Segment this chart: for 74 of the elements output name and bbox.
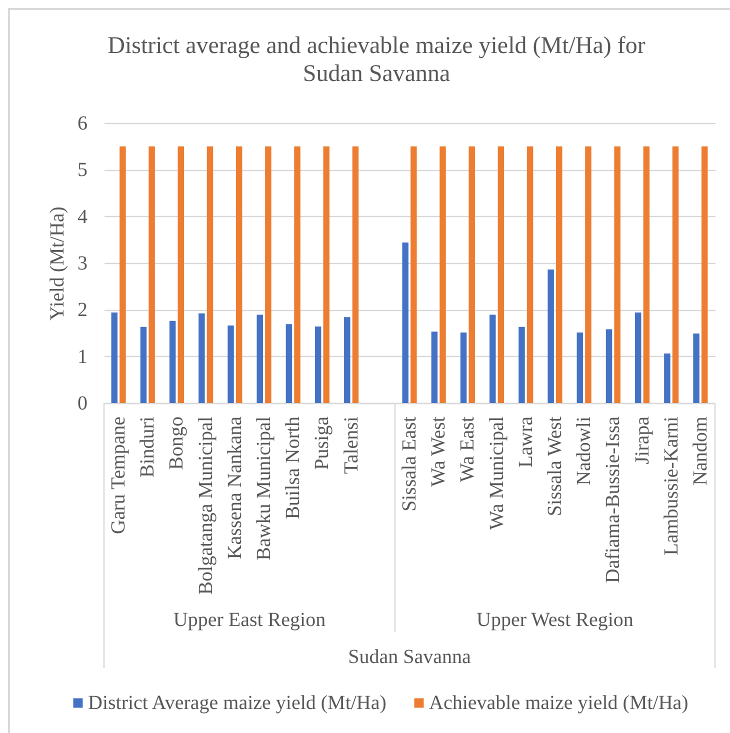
- bar: [498, 146, 504, 403]
- x-tick-label: Nadowli: [573, 416, 596, 486]
- bar: [526, 146, 534, 403]
- bar: [402, 242, 408, 403]
- x-tick-label: Bongo: [166, 416, 188, 470]
- x-tick-label: Lambussie-Karni: [660, 416, 682, 556]
- bar: [518, 326, 525, 403]
- bar: [643, 146, 650, 403]
- bar: [672, 146, 679, 403]
- bar: [206, 146, 214, 403]
- bar: [556, 146, 562, 403]
- bar: [294, 146, 300, 403]
- bar: [228, 326, 234, 403]
- bar: [585, 146, 592, 403]
- bar: [614, 146, 620, 403]
- text: Upper West Region: [476, 609, 634, 631]
- bar: [634, 312, 642, 403]
- y-tick-label: 1: [78, 346, 88, 368]
- bar: [198, 313, 205, 403]
- y-axis-title: Yield (Mt/Ha): [46, 206, 68, 320]
- bar: [460, 332, 467, 403]
- text: Sudan Savanna: [348, 646, 471, 668]
- y-tick-label: 6: [78, 112, 88, 134]
- bar: [344, 317, 350, 403]
- bar: [148, 146, 155, 403]
- y-tick-label: 4: [78, 206, 88, 228]
- bar: [169, 320, 176, 403]
- bar: [352, 146, 359, 403]
- bar: [576, 332, 584, 403]
- bar: [410, 146, 417, 403]
- bar: [693, 333, 700, 403]
- x-tick-label: Wa Municipal: [486, 416, 508, 530]
- bar: [440, 146, 446, 403]
- bar: [178, 146, 184, 403]
- x-tick-label: Dafiama-Bussie-Issa: [602, 416, 624, 584]
- x-tick-label: Sissala East: [398, 416, 420, 512]
- bar: [256, 314, 263, 403]
- bar: [548, 270, 554, 403]
- bar: [120, 146, 126, 403]
- x-tick-label: Wa West: [428, 416, 450, 487]
- x-tick-label: Binduri: [136, 416, 159, 478]
- x-tick-label: Wa East: [456, 416, 479, 482]
- y-tick-label: 5: [78, 159, 88, 182]
- bar: [664, 354, 670, 403]
- bar: [701, 146, 708, 403]
- x-tick-label: Builsa North: [282, 416, 304, 520]
- x-tick-label: Talensi: [340, 416, 362, 474]
- x-tick-label: Bolgatanga Municipal: [194, 416, 217, 595]
- y-tick-label: 0: [78, 392, 88, 414]
- bar: [323, 146, 330, 403]
- bar: [265, 146, 272, 403]
- y-tick-label: 3: [78, 252, 88, 274]
- bar: [236, 146, 242, 403]
- y-tick-label: 2: [78, 299, 88, 322]
- x-tick-label: Lawra: [514, 416, 537, 468]
- bar: [606, 329, 612, 403]
- text: Upper East Region: [173, 609, 326, 631]
- x-tick-label: Pusiga: [311, 416, 334, 470]
- bar: [314, 326, 322, 403]
- x-tick-label: Kassena Nankana: [224, 416, 246, 560]
- x-tick-label: Bawku Municipal: [253, 416, 276, 560]
- bar: [431, 332, 438, 403]
- x-tick-label: Nandom: [689, 416, 712, 486]
- bar: [490, 314, 496, 403]
- legend-label: Achievable maize yield (Mt/Ha): [429, 692, 688, 714]
- x-tick-label: Jirapa: [631, 416, 654, 464]
- bar: [140, 326, 147, 403]
- x-tick-label: Garu Tempane: [108, 416, 130, 534]
- legend-label: District Average maize yield (Mt/Ha): [88, 692, 386, 714]
- x-tick-label: Sissala West: [544, 416, 566, 516]
- chart-title: District average and achievable maize yield (Mt/Ha) for Sudan Savanna: [108, 33, 646, 87]
- bar: [468, 146, 475, 403]
- bar: [286, 324, 292, 403]
- bar: [111, 312, 118, 403]
